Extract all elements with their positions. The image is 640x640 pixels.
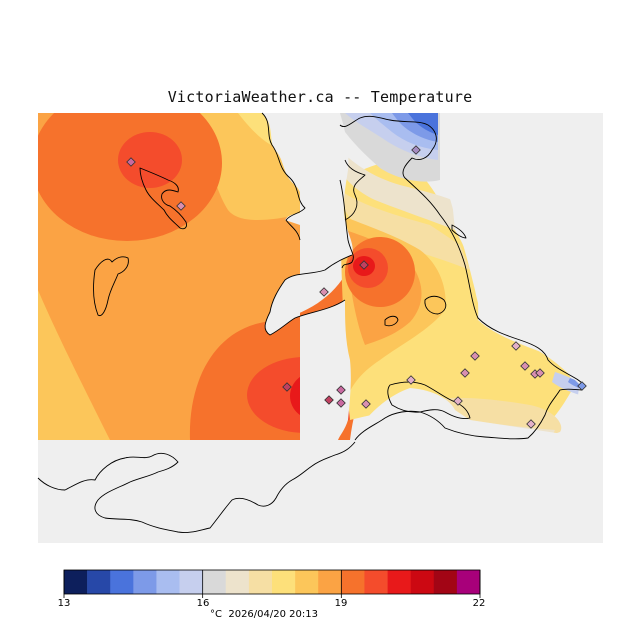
station-marker	[336, 385, 346, 395]
unit-and-timestamp: °C 2026/04/20 20:13	[210, 609, 318, 620]
water-central-strait	[265, 113, 353, 440]
coast-west-inlet	[261, 112, 306, 241]
temp-zone-nw-hot	[118, 132, 182, 188]
station-marker	[520, 361, 530, 371]
station-marker	[453, 396, 463, 406]
station-marker	[282, 382, 292, 392]
temp-zone-west-edge	[38, 290, 110, 440]
colorbar-segment	[387, 570, 411, 594]
colorbar-segment	[156, 570, 180, 594]
station-marker	[460, 368, 470, 378]
station-marker	[359, 260, 369, 270]
colorbar-segment	[87, 570, 111, 594]
station-marker	[535, 368, 545, 378]
station-marker	[406, 375, 416, 385]
station-marker	[324, 395, 334, 405]
station-marker	[511, 341, 521, 351]
weather-stations	[126, 145, 587, 429]
coast-east-inner	[344, 159, 366, 221]
coast-lower-island	[387, 381, 471, 419]
coast-island-3	[384, 315, 399, 327]
station-marker	[176, 201, 186, 211]
colorbar-segment	[110, 570, 134, 594]
temp-zone-north-cream	[340, 150, 455, 230]
map-title: VictoriaWeather.ca -- Temperature	[167, 88, 473, 106]
coast-island-2	[424, 295, 447, 315]
colorbar-segment	[225, 570, 250, 594]
temp-zone-north-blue3	[408, 113, 438, 135]
colorbar-segment	[202, 570, 227, 594]
water-inlet-north	[262, 113, 308, 225]
colorbar-segment	[433, 570, 458, 594]
station-marker	[319, 287, 329, 297]
coast-island-1	[93, 256, 129, 317]
colorbar-segment	[133, 570, 157, 594]
coast-east-rocks	[451, 224, 467, 239]
coast-south-mainland	[37, 441, 356, 533]
station-marker	[526, 419, 536, 429]
colorbar-label-13: 13	[57, 598, 71, 609]
water-bodies	[38, 113, 603, 543]
colorbar-label-19: 19	[334, 598, 348, 609]
colorbar-segment	[64, 570, 88, 594]
coastlines	[37, 112, 585, 533]
colorbar-segment	[341, 570, 365, 594]
station-marker	[361, 399, 371, 409]
colorbar-segment	[456, 570, 481, 594]
coast-peninsula-west	[339, 179, 354, 269]
station-marker	[470, 351, 480, 361]
colorbar-segment	[179, 570, 203, 594]
station-marker	[126, 157, 136, 167]
colorbar-segment	[295, 570, 319, 594]
station-marker	[336, 398, 346, 408]
coast-east-saanich	[339, 115, 585, 441]
colorbar-label-16: 16	[196, 598, 210, 609]
colorbar-segment	[318, 570, 342, 594]
colorbar-label-22: 22	[472, 598, 486, 609]
colorbar-segment	[364, 570, 388, 594]
coast-island-north	[139, 167, 187, 230]
station-marker	[577, 381, 587, 391]
temp-zone-north-paleyellow	[340, 190, 470, 270]
station-marker	[411, 145, 421, 155]
water-juan-de-fuca	[38, 388, 603, 543]
water-haro-strait	[440, 113, 603, 440]
colorbar-segment	[248, 570, 273, 594]
colorbar-segment	[410, 570, 435, 594]
colorbar-segment	[272, 570, 296, 594]
coast-central	[264, 254, 353, 336]
colorbar	[63, 569, 481, 598]
